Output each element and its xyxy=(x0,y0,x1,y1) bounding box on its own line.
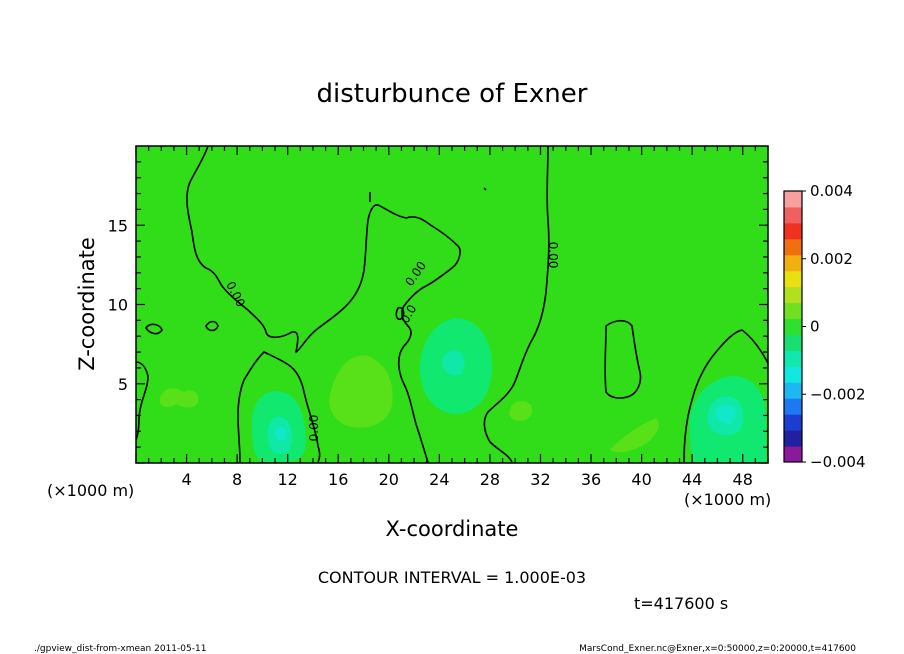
colorbar-segment xyxy=(784,191,802,208)
plot-field xyxy=(136,146,768,463)
field-negative-region xyxy=(715,404,736,424)
footer-right-text: MarsCond_Exner.nc@Exner,x=0:50000,z=0:20… xyxy=(579,644,856,654)
colorbar xyxy=(784,191,802,463)
colorbar-tick-label: 0 xyxy=(810,318,820,336)
contour-line xyxy=(604,319,642,399)
colorbar-segment xyxy=(784,286,802,304)
contour-line xyxy=(205,320,219,332)
time-label: t=417600 s xyxy=(634,594,728,613)
x-axis-ticks: 4 8 12 16 20 24 28 32 36 40 44 48 xyxy=(135,146,769,489)
x-tick-label: 24 xyxy=(429,470,449,489)
contour-line xyxy=(186,145,461,463)
field-light-green-region xyxy=(509,400,533,422)
contour-label: 0.00 xyxy=(546,242,560,269)
field-light-green-region xyxy=(159,388,199,408)
x-tick-label: 12 xyxy=(278,470,298,489)
colorbar-tick-label: −0.002 xyxy=(810,385,866,403)
chart-title: disturbunce of Exner xyxy=(317,79,588,109)
contour-label: 0.00 xyxy=(307,415,321,442)
y-tick-label: 15 xyxy=(108,216,128,235)
field-negative-region xyxy=(442,350,465,376)
colorbar-tick-label: 0.002 xyxy=(810,250,853,268)
field-light-green-region xyxy=(329,355,393,428)
x-tick-label: 44 xyxy=(682,470,702,489)
field-light-green-region xyxy=(610,418,659,453)
contour-line xyxy=(683,329,769,463)
y-axis-ticks: 5 10 15 xyxy=(108,161,768,464)
contour-line xyxy=(145,323,163,335)
x-tick-label: 8 xyxy=(232,470,242,489)
contour-lines xyxy=(135,145,769,463)
footer-left-text: ./gpview_dist-from-xmean 2011-05-11 xyxy=(34,644,206,654)
colorbar-segment xyxy=(784,446,802,463)
x-tick-label: 36 xyxy=(581,470,601,489)
colorbar-segment xyxy=(784,238,802,256)
x-tick-label: 48 xyxy=(733,470,753,489)
x-axis-label: X-coordinate xyxy=(386,517,519,541)
colorbar-segment xyxy=(784,222,802,240)
colorbar-ticks: 0.004 0.002 0 −0.002 −0.004 xyxy=(802,182,866,471)
colorbar-tick-label: 0.004 xyxy=(810,182,853,200)
contour-interval-text: CONTOUR INTERVAL = 1.000E-03 xyxy=(318,568,586,587)
x-tick-label: 16 xyxy=(328,470,348,489)
contour-line xyxy=(483,187,487,191)
colorbar-segment xyxy=(784,414,802,431)
x-tick-label: 28 xyxy=(480,470,500,489)
colorbar-segment xyxy=(784,270,802,288)
colorbar-segment xyxy=(784,430,802,447)
x-tick-label: 40 xyxy=(631,470,651,489)
x-tick-label: 4 xyxy=(181,470,191,489)
colorbar-segment xyxy=(784,350,802,367)
x-axis-unit-left: (×1000 m) xyxy=(47,481,134,500)
field-negative-region xyxy=(275,426,287,441)
contour-line xyxy=(483,145,550,463)
contour-line xyxy=(237,351,321,463)
x-tick-label: 32 xyxy=(530,470,550,489)
colorbar-segment xyxy=(784,398,802,415)
colorbar-segment xyxy=(784,254,802,272)
colorbar-segment xyxy=(784,318,802,335)
x-tick-label: 20 xyxy=(379,470,399,489)
colorbar-segment xyxy=(784,302,802,320)
y-tick-label: 5 xyxy=(118,375,128,394)
colorbar-segment xyxy=(784,382,802,399)
colorbar-segment xyxy=(784,334,802,351)
contour-line xyxy=(135,361,149,441)
colorbar-tick-label: −0.004 xyxy=(810,453,866,471)
y-tick-label: 10 xyxy=(108,296,128,315)
colorbar-segment xyxy=(784,206,802,224)
y-axis-label: Z-coordinate xyxy=(75,237,99,371)
contour-line xyxy=(395,306,405,321)
colorbar-segment xyxy=(784,366,802,383)
x-axis-unit-right: (×1000 m) xyxy=(684,490,771,509)
field-base xyxy=(136,146,768,463)
